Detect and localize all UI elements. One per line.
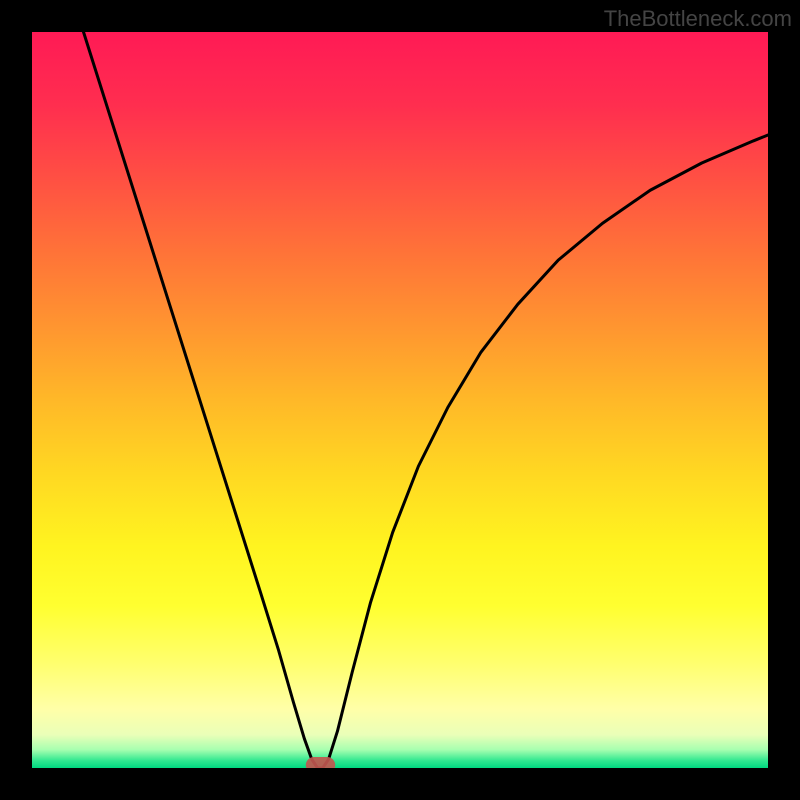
gradient-background [32, 32, 768, 768]
optimal-marker [306, 757, 335, 768]
watermark-text: TheBottleneck.com [604, 6, 792, 32]
bottleneck-chart [32, 32, 768, 768]
